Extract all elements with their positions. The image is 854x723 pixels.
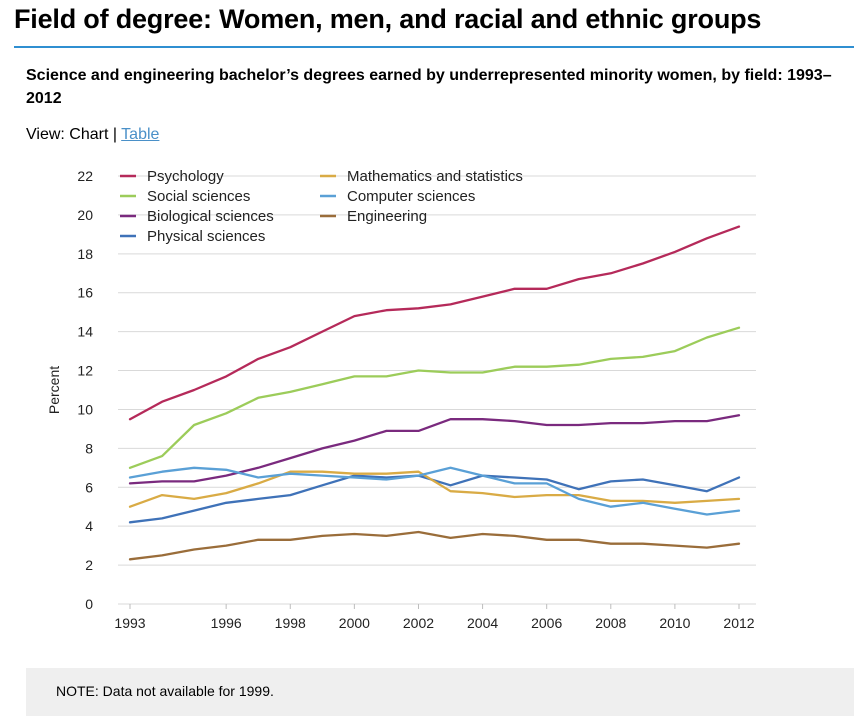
view-separator: |	[112, 126, 118, 143]
view-table-link[interactable]: Table	[121, 126, 160, 143]
y-tick-label-6: 6	[85, 479, 93, 495]
series-line-computer-sciences	[128, 466, 741, 516]
x-tick-label-2002: 2002	[403, 615, 434, 631]
y-tick-label-14: 14	[77, 324, 93, 340]
y-tick-label-4: 4	[85, 518, 93, 534]
legend-label-computer-sciences: Computer sciences	[347, 188, 475, 205]
line-chart: 0 2 4 6 8 10 12 14 16 18 20 22 1993 1996 1998 2000 2002 2…	[46, 168, 756, 631]
y-tick-label-12: 12	[77, 363, 93, 379]
x-tick-label-2000: 2000	[339, 615, 370, 631]
x-tick-label-1998: 1998	[275, 615, 306, 631]
legend-label-psychology: Psychology	[147, 168, 224, 185]
view-chart-label: View: Chart	[26, 126, 109, 143]
series-line-biological-sciences	[128, 414, 741, 485]
y-tick-label-18: 18	[77, 246, 93, 262]
series-line-social-sciences	[128, 326, 741, 469]
y-tick-label-22: 22	[77, 168, 93, 184]
x-tick-label-2010: 2010	[659, 615, 690, 631]
y-tick-label-0: 0	[85, 596, 93, 612]
x-tick-label-1993: 1993	[114, 615, 145, 631]
x-tick-label-2004: 2004	[467, 615, 498, 631]
title-divider	[14, 46, 854, 48]
page-title: Field of degree: Women, men, and racial …	[14, 4, 762, 34]
y-tick-label-2: 2	[85, 557, 93, 573]
x-tick-label-2008: 2008	[595, 615, 626, 631]
y-tick-label-16: 16	[77, 285, 93, 301]
legend-label-social-sciences: Social sciences	[147, 188, 250, 205]
x-tick-label-2012: 2012	[723, 615, 754, 631]
y-tick-label-8: 8	[85, 440, 93, 456]
note-box: NOTE: Data not available for 1999.	[26, 668, 854, 716]
legend-label-mathematics-and-statistics: Mathematics and statistics	[347, 168, 523, 185]
legend-label-biological-sciences: Biological sciences	[147, 208, 274, 225]
series-line-engineering	[128, 530, 741, 561]
x-tick-label-2006: 2006	[531, 615, 562, 631]
legend-label-physical-sciences: Physical sciences	[147, 228, 265, 245]
note-text: NOTE: Data not available for 1999.	[56, 683, 274, 699]
series-line-psychology	[128, 225, 741, 421]
x-tick-label-1996: 1996	[211, 615, 242, 631]
y-tick-label-20: 20	[77, 207, 93, 223]
legend-label-engineering: Engineering	[347, 208, 427, 225]
y-axis-label: Percent	[46, 366, 62, 414]
series-line-mathematics-and-statistics	[128, 470, 741, 508]
chart-subtitle: Science and engineering bachelor’s degre…	[26, 67, 832, 107]
view-switcher: View: Chart | Table	[26, 126, 159, 144]
y-tick-label-10: 10	[77, 401, 93, 417]
